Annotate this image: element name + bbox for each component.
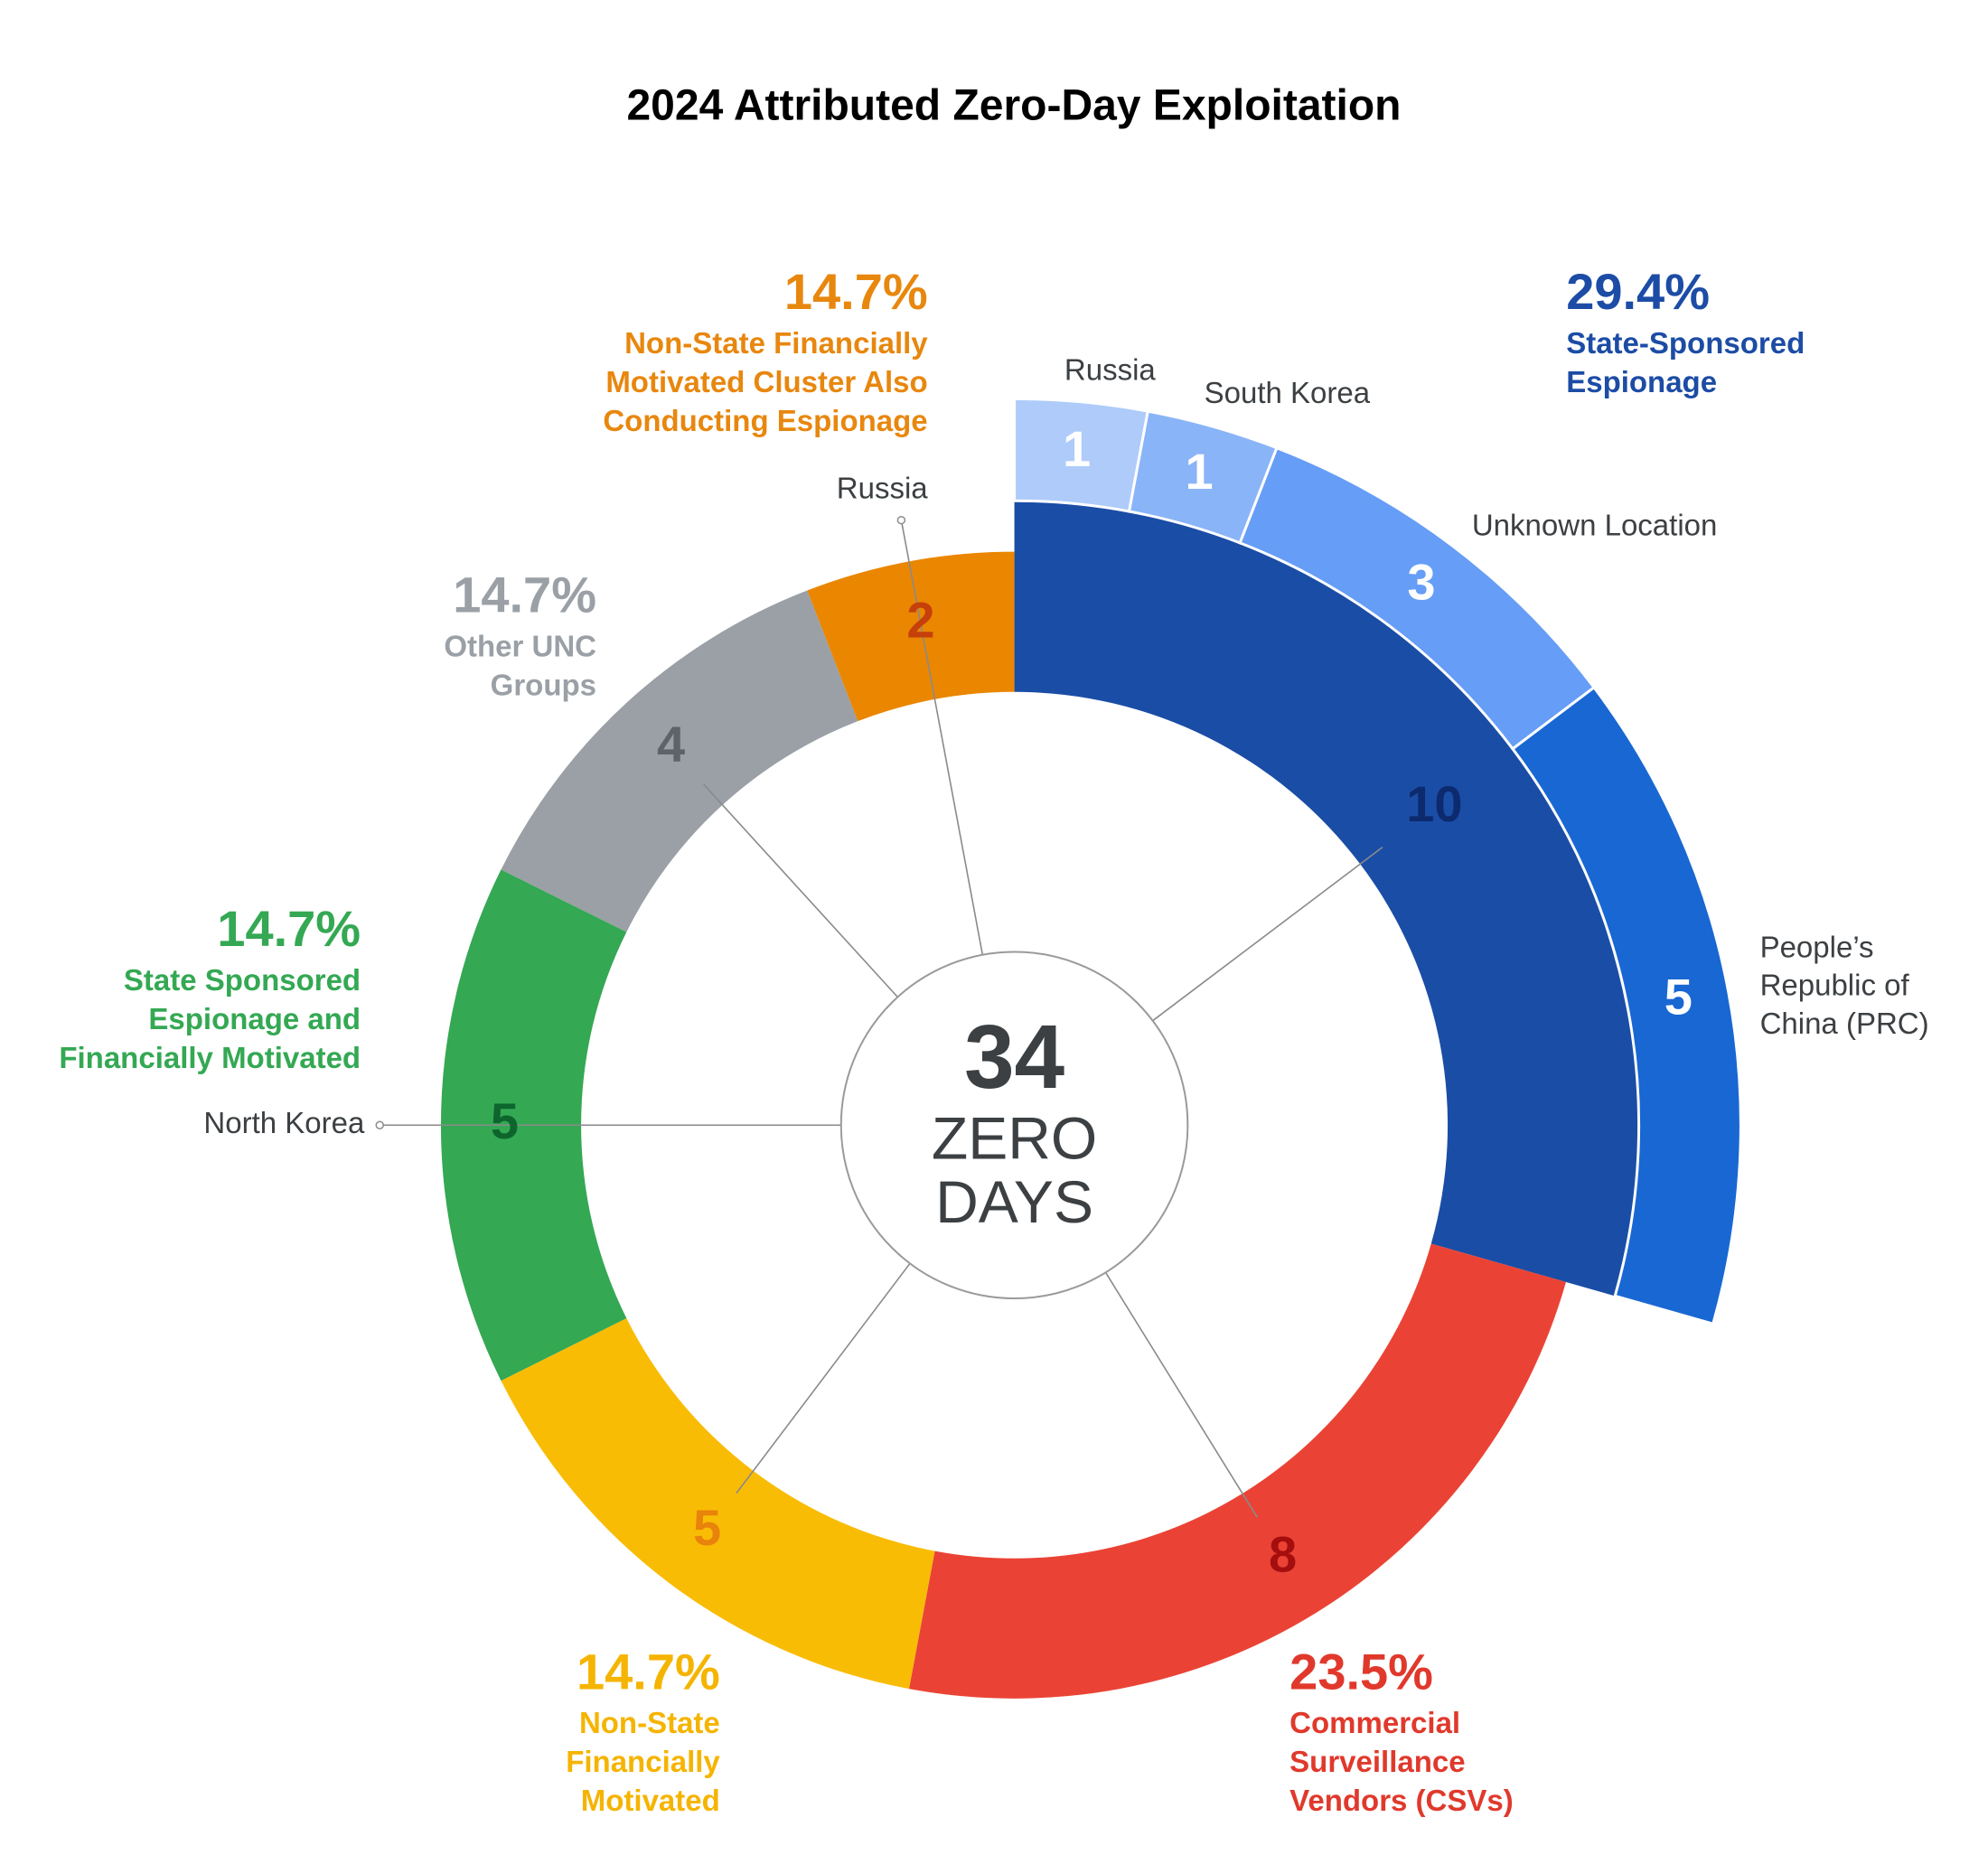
percent-label: 14.7%: [784, 263, 928, 320]
leader-dot: [375, 1120, 385, 1130]
leader-line: [1104, 1271, 1258, 1518]
sub-label: Republic of: [1760, 969, 1910, 1002]
value-label: 5: [491, 1092, 519, 1149]
donut-segment: [908, 1243, 1566, 1699]
origin-label: Russia: [837, 472, 929, 505]
category-label: Groups: [491, 669, 596, 702]
category-label: Non-State: [579, 1706, 720, 1739]
category-label: Motivated: [581, 1784, 720, 1817]
sub-label: China (PRC): [1760, 1007, 1929, 1040]
leader-line: [703, 783, 898, 998]
chart-title: 2024 Attributed Zero-Day Exploitation: [626, 82, 1401, 130]
category-label: Vendors (CSVs): [1289, 1784, 1514, 1817]
category-label: Other UNC: [444, 630, 596, 663]
category-label: Espionage: [1566, 365, 1717, 398]
sub-label: Russia: [1064, 353, 1157, 387]
donut-segment: [501, 1317, 935, 1690]
donut-segment: [501, 590, 858, 932]
category-label: State Sponsored: [124, 963, 361, 997]
category-label: Non-State Financially: [624, 326, 928, 360]
value-label: 2: [906, 592, 934, 649]
category-label: Espionage and: [148, 1002, 361, 1035]
leader-line: [900, 520, 984, 955]
sub-segment: [1510, 685, 1742, 1326]
value-label: 4: [657, 716, 685, 773]
origin-label: North Korea: [203, 1106, 365, 1139]
value-label: 8: [1269, 1526, 1297, 1583]
center-circle: [839, 951, 1189, 1300]
leader-dot: [896, 515, 906, 525]
donut-segment: [1014, 501, 1639, 1297]
value-label: 10: [1406, 775, 1462, 832]
category-label: State-Sponsored: [1566, 326, 1805, 360]
sub-label: People’s: [1760, 930, 1874, 963]
value-label: 5: [693, 1499, 721, 1556]
category-label: Conducting Espionage: [603, 404, 927, 437]
center-label: ZERO: [932, 1104, 1097, 1171]
sub-label: South Korea: [1205, 376, 1371, 409]
sub-value-label: 5: [1664, 969, 1693, 1026]
category-label: Commercial: [1289, 1706, 1460, 1739]
percent-label: 23.5%: [1289, 1643, 1433, 1700]
percent-label: 29.4%: [1566, 263, 1710, 320]
leader-line: [736, 1262, 911, 1494]
sub-value-label: 1: [1063, 420, 1091, 477]
sub-value-label: 1: [1186, 443, 1214, 500]
category-label: Motivated Cluster Also: [605, 365, 927, 398]
donut-segment: [807, 551, 1015, 722]
percent-label: 14.7%: [217, 900, 361, 957]
center-label: DAYS: [935, 1168, 1093, 1235]
leader-line: [1152, 846, 1383, 1022]
percent-label: 14.7%: [453, 567, 596, 623]
category-label: Financially: [566, 1745, 720, 1778]
sub-value-label: 3: [1407, 554, 1435, 611]
percent-label: 14.7%: [577, 1643, 720, 1700]
category-label: Surveillance: [1289, 1745, 1465, 1778]
center-value: 34: [964, 1007, 1065, 1108]
sub-label: Unknown Location: [1472, 509, 1718, 542]
category-label: Financially Motivated: [59, 1041, 361, 1074]
